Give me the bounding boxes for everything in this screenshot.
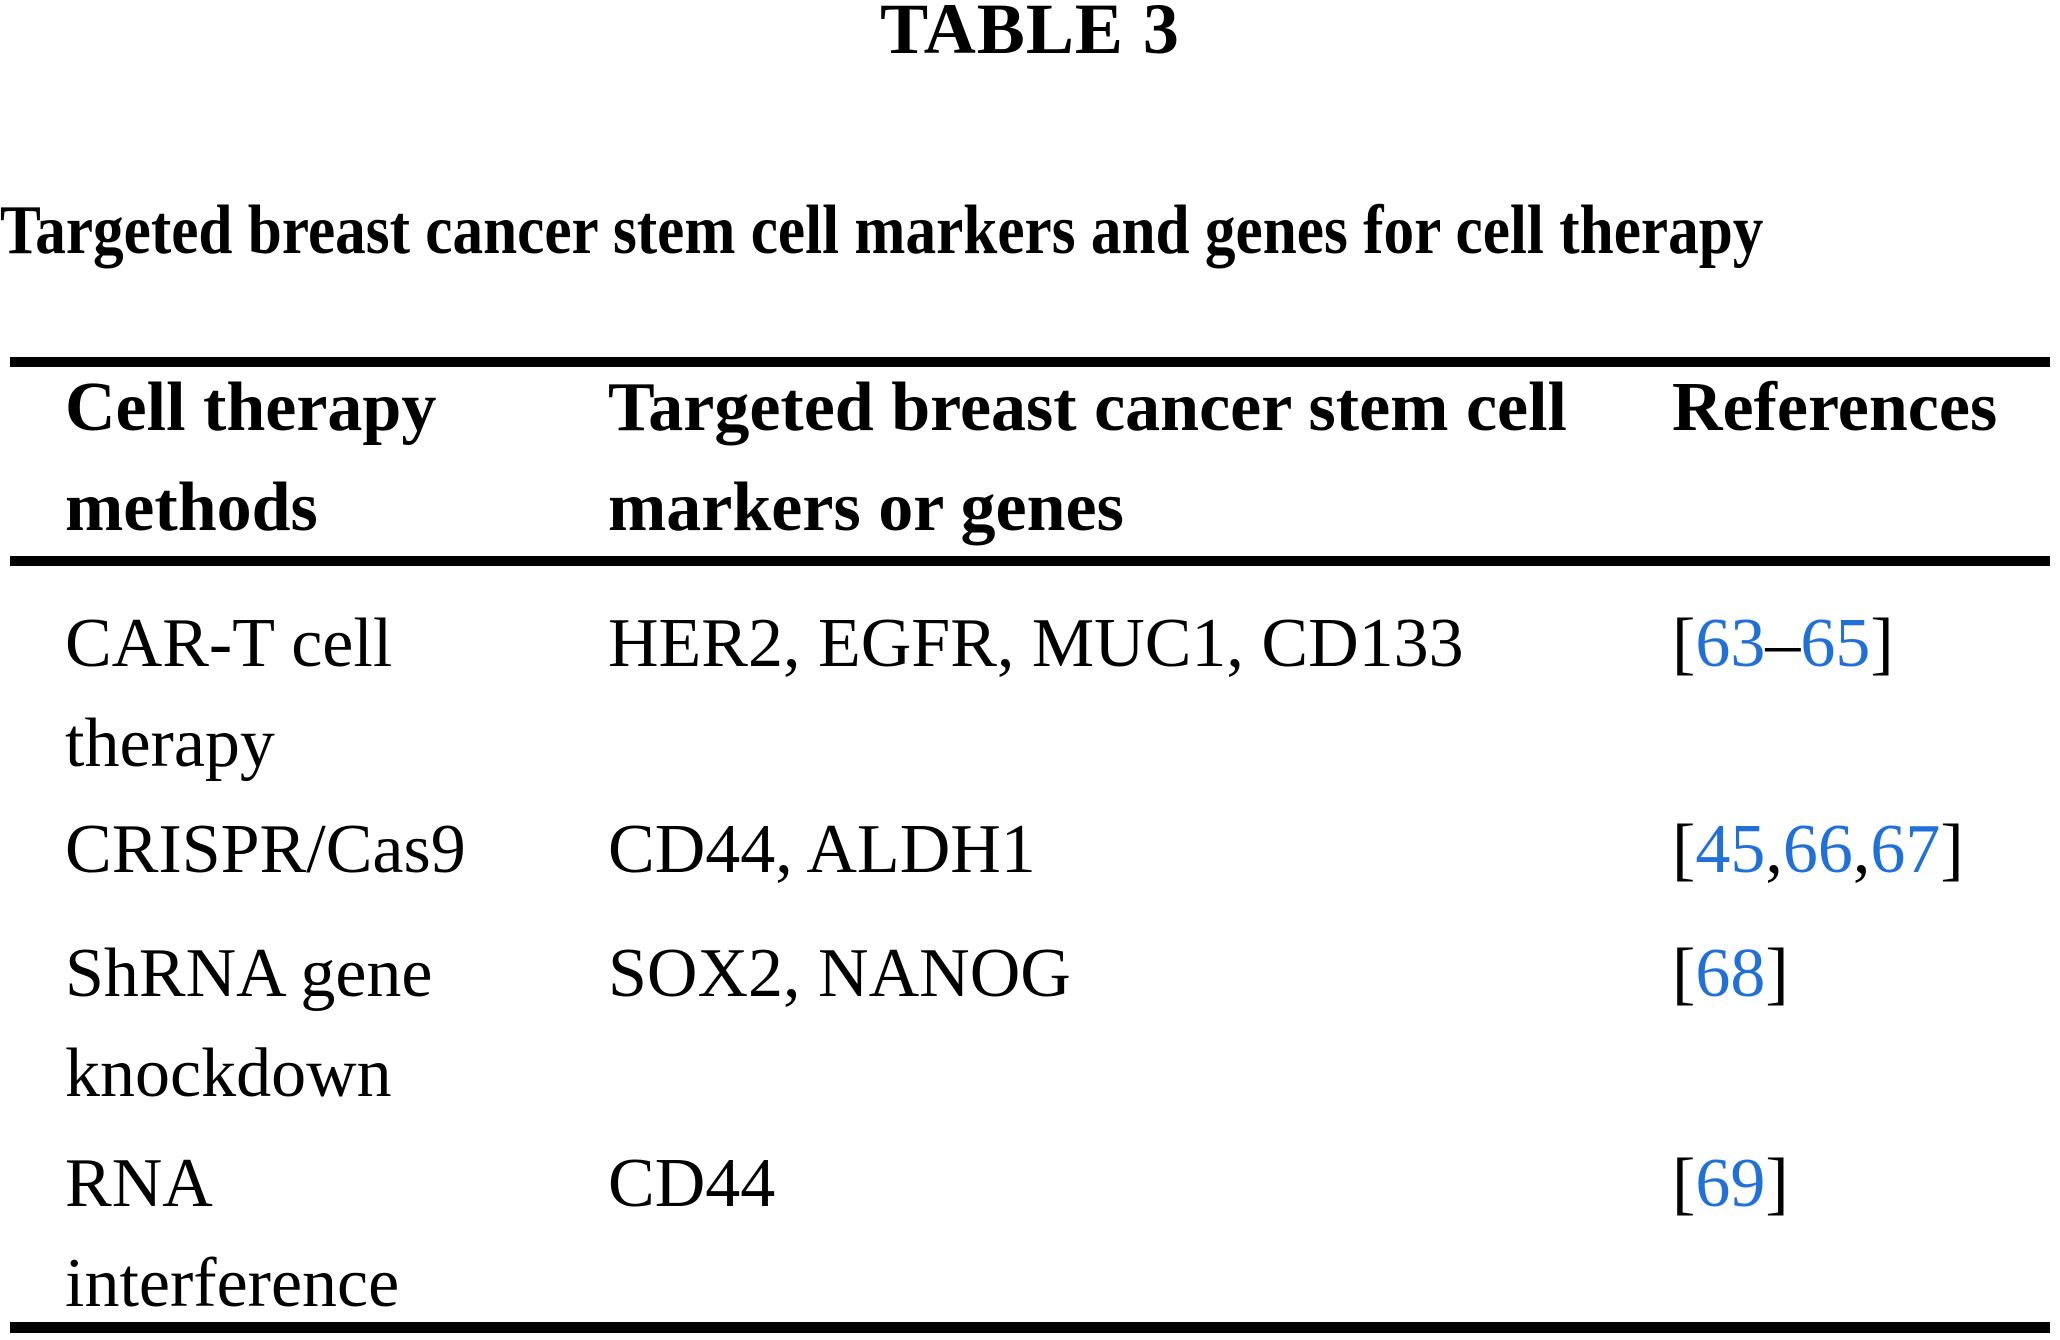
table-top-rule	[10, 357, 2050, 367]
cell-method: CAR-T cell therapy	[65, 605, 393, 782]
table-bottom-rule	[10, 1322, 2050, 1333]
cell-references: [69]	[1672, 1134, 1789, 1234]
cell-markers: HER2, EGFR, MUC1, CD133	[608, 605, 1464, 682]
cell-markers: CD44	[608, 1145, 776, 1222]
reference-punctuation: [	[1672, 605, 1696, 682]
header-divider-rule	[10, 556, 2050, 566]
cell-references: [63–65]	[1672, 594, 1894, 694]
cell-markers: SOX2, NANOG	[608, 935, 1071, 1012]
cell-markers: CD44, ALDH1	[608, 811, 1036, 888]
header-cell-methods: Cell therapy methods	[65, 369, 437, 546]
reference-punctuation: ,	[1852, 811, 1871, 888]
table-number-heading: TABLE 3	[880, 0, 1180, 69]
cell-references: [68]	[1672, 924, 1789, 1024]
reference-punctuation: [	[1672, 935, 1696, 1012]
reference-link[interactable]: 69	[1695, 1145, 1766, 1222]
reference-punctuation: ]	[1765, 935, 1789, 1012]
table-caption: Targeted breast cancer stem cell markers…	[0, 192, 1764, 269]
reference-punctuation: ]	[1940, 811, 1964, 888]
reference-punctuation: [	[1672, 1145, 1696, 1222]
reference-punctuation: [	[1672, 811, 1696, 888]
reference-link[interactable]: 45	[1695, 811, 1766, 888]
reference-punctuation: –	[1765, 605, 1801, 682]
reference-punctuation: ]	[1870, 605, 1894, 682]
cell-method: CRISPR/Cas9	[65, 811, 466, 888]
reference-punctuation: ,	[1765, 811, 1783, 888]
header-cell-markers: Targeted breast cancer stem cell markers…	[608, 369, 1567, 546]
cell-references: [45,66,67]	[1672, 800, 1964, 900]
reference-link[interactable]: 63	[1695, 605, 1766, 682]
cell-method: RNA interference	[65, 1145, 400, 1322]
cell-method: ShRNA gene knockdown	[65, 935, 433, 1112]
reference-punctuation: ]	[1765, 1145, 1789, 1222]
reference-link[interactable]: 67	[1870, 811, 1941, 888]
reference-link[interactable]: 68	[1695, 935, 1766, 1012]
header-cell-references: References	[1672, 369, 1998, 446]
reference-link[interactable]: 66	[1782, 811, 1853, 888]
reference-link[interactable]: 65	[1800, 605, 1871, 682]
